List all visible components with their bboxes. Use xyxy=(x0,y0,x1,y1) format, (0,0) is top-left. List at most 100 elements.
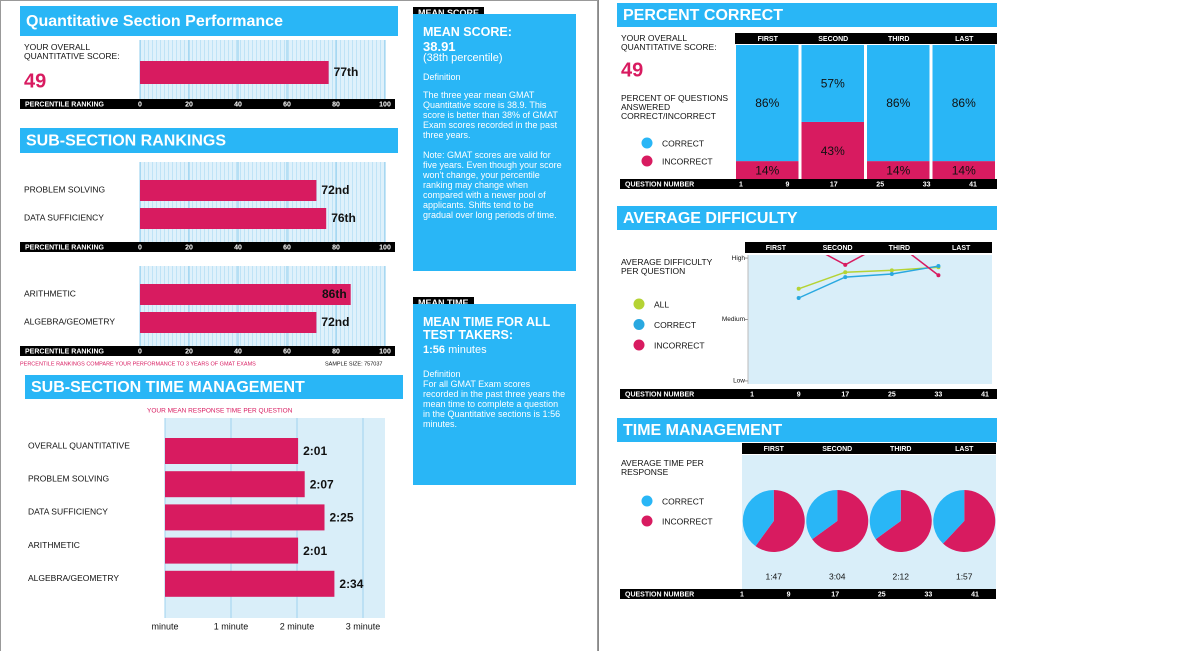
bar-segment xyxy=(867,161,930,180)
point xyxy=(796,296,801,300)
bar xyxy=(140,312,317,333)
category-label: FIRST xyxy=(764,446,785,453)
axis-label: QUESTION NUMBER xyxy=(625,591,694,598)
value-label: 2:34 xyxy=(339,577,363,591)
footnote: PERCENTILE RANKINGS COMPARE YOUR PERFORM… xyxy=(20,361,256,367)
x-tick-label: 33 xyxy=(925,591,933,598)
pie-slice xyxy=(755,490,805,552)
x-tick-label: 60 xyxy=(283,244,291,251)
section-title: Quantitative Section Performance xyxy=(26,13,283,30)
difficulty-label: AVERAGE DIFFICULTY PER QUESTION xyxy=(621,257,713,276)
axis-label: PERCENTILE RANKING xyxy=(25,244,105,251)
section-title: TIME MANAGEMENT xyxy=(623,422,782,439)
legend-swatch xyxy=(633,319,645,330)
sample-size: SAMPLE SIZE: 757037 xyxy=(325,361,382,367)
category-label: THIRD xyxy=(890,446,911,453)
legend-label: INCORRECT xyxy=(662,516,713,526)
point xyxy=(889,272,894,277)
x-tick-label: 0 xyxy=(138,244,142,251)
x-tick-label: 25 xyxy=(878,591,886,598)
point xyxy=(843,270,848,275)
legend-label: CORRECT xyxy=(662,496,704,506)
bar xyxy=(165,504,325,531)
x-tick-label: 80 xyxy=(332,101,340,108)
category-label: FIRST xyxy=(766,245,787,252)
x-tick-label: 1 xyxy=(740,591,744,598)
line xyxy=(798,266,939,290)
definition-text: For all GMAT Exam scores recorded in the… xyxy=(423,379,566,429)
pie-slice xyxy=(943,490,996,552)
x-tick-label: 9 xyxy=(785,181,789,188)
x-tick-label: 2 minute xyxy=(280,621,315,631)
legend-swatch xyxy=(641,137,653,149)
x-tick-label: 25 xyxy=(876,181,884,188)
time-label: 1:57 xyxy=(956,571,973,581)
value-label: 72nd xyxy=(321,315,349,329)
point xyxy=(796,286,801,291)
bar xyxy=(140,180,317,201)
category-band xyxy=(742,443,996,454)
section-header xyxy=(617,206,997,230)
section-title: SUB-SECTION RANKINGS xyxy=(26,133,226,150)
category-label: DATA SUFFICIENCY xyxy=(24,212,104,222)
category-label: PROBLEM SOLVING xyxy=(28,473,109,483)
axis-band xyxy=(20,242,395,252)
x-tick-label: 41 xyxy=(981,391,989,398)
time-label: 3:04 xyxy=(829,571,846,581)
bar xyxy=(165,438,299,464)
legend-label: CORRECT xyxy=(662,138,704,148)
section-header xyxy=(617,3,997,27)
pie-slice xyxy=(869,490,901,540)
x-tick-label: 40 xyxy=(234,101,242,108)
line xyxy=(798,265,939,299)
value-label: 2:25 xyxy=(330,511,354,525)
x-tick-label: 17 xyxy=(841,391,849,398)
value-label: 86% xyxy=(886,96,910,110)
bar xyxy=(165,570,335,597)
pie-slice xyxy=(875,490,932,553)
point xyxy=(890,238,894,242)
pie-slice xyxy=(933,489,965,544)
x-tick-label: 9 xyxy=(787,591,791,598)
line xyxy=(825,255,939,276)
section-header xyxy=(617,418,997,442)
pie-slice xyxy=(806,490,838,540)
x-tick-label: 0 xyxy=(138,101,142,108)
score-label: YOUR OVERALL QUANTITATIVE SCORE: xyxy=(24,42,120,61)
mean-time-box: MEAN TIME FOR ALL TEST TAKERS: 1:56 minu… xyxy=(413,304,576,485)
bar-segment xyxy=(736,161,799,180)
score-label: YOUR OVERALL QUANTITATIVE SCORE: xyxy=(621,33,717,52)
x-tick-label: 100 xyxy=(379,244,391,251)
legend-swatch xyxy=(633,339,645,351)
x-tick-label: 100 xyxy=(379,348,391,355)
x-tick-label: 33 xyxy=(935,391,943,398)
value-label: 86% xyxy=(952,96,976,110)
x-tick-label: minute xyxy=(151,621,178,631)
section-header xyxy=(25,375,403,399)
plot-lines xyxy=(796,238,941,300)
x-tick-label: 3 minute xyxy=(346,621,381,631)
legend-label: ALL xyxy=(654,299,669,309)
x-tick-label: 100 xyxy=(379,101,391,108)
value-label: 14% xyxy=(755,164,779,178)
definition-label: Definition xyxy=(423,72,461,82)
note-text: Note: GMAT scores are valid for five yea… xyxy=(423,150,562,220)
y-tick-label: Low xyxy=(733,378,745,385)
x-tick-label: 40 xyxy=(234,348,242,355)
section-header xyxy=(20,6,398,36)
point xyxy=(797,238,801,242)
x-tick-label: 20 xyxy=(185,101,193,108)
score: 49 xyxy=(24,70,46,92)
bar-segment xyxy=(932,161,995,180)
x-tick-label: 80 xyxy=(332,348,340,355)
mean-time-unit: minutes xyxy=(448,344,487,356)
pie-slice xyxy=(812,490,869,552)
subtitle: YOUR MEAN RESPONSE TIME PER QUESTION xyxy=(147,408,293,415)
category-label: ALGEBRA/GEOMETRY xyxy=(24,316,115,326)
x-tick-label: 60 xyxy=(283,348,291,355)
legend-swatch xyxy=(641,495,653,507)
mean-time-value: 1:56 xyxy=(423,344,446,356)
time-label: 1:47 xyxy=(765,571,782,581)
